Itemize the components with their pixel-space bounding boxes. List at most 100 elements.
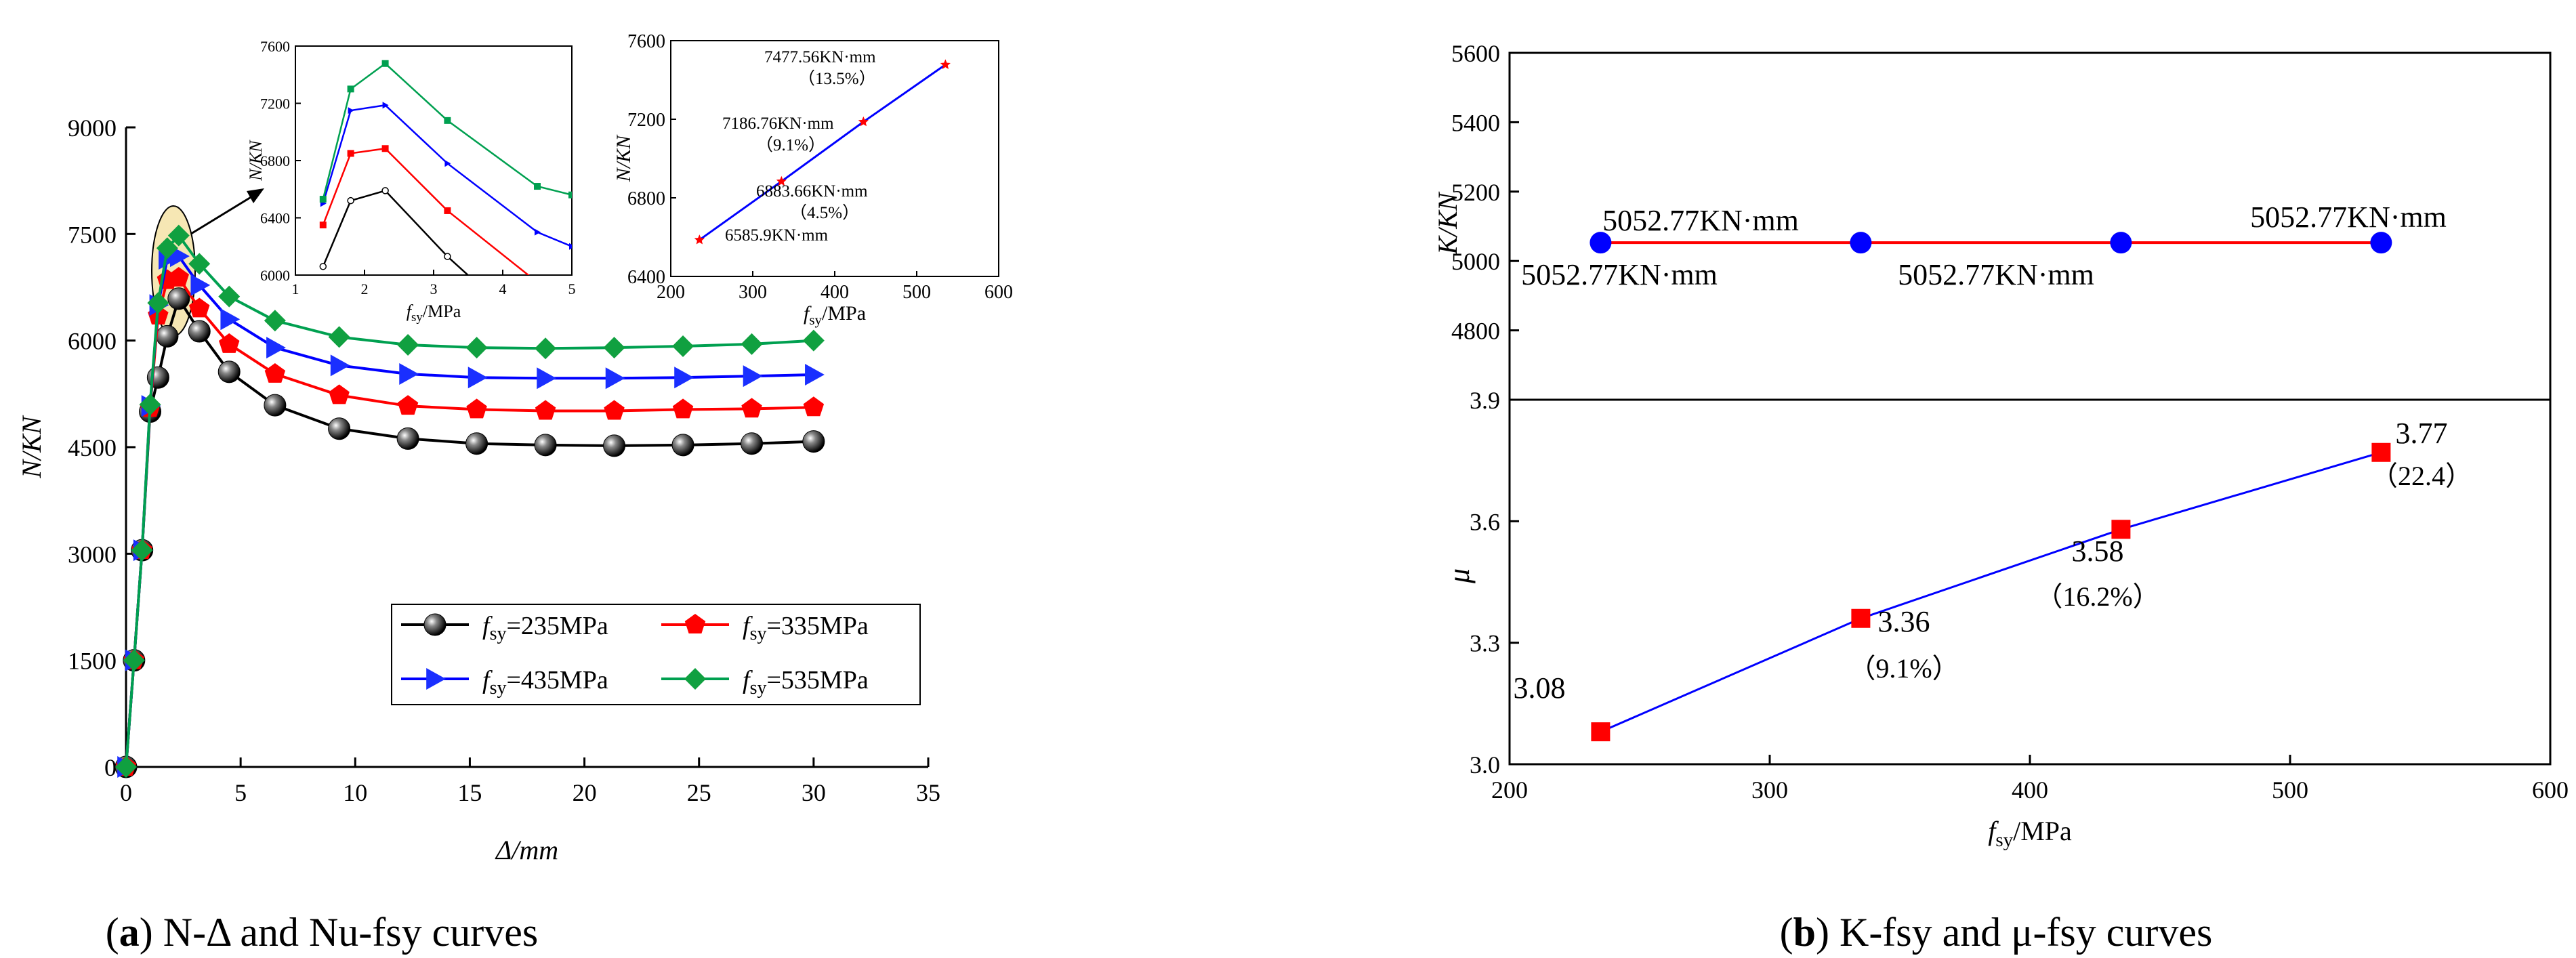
- mu-value-label: 3.58: [2072, 535, 2124, 568]
- marker-s235: [217, 360, 241, 383]
- inset2-frame: [670, 40, 999, 277]
- mu-value-label: 3.77: [2396, 417, 2448, 450]
- inset1-line-s435: [322, 104, 572, 247]
- k-marker: [1590, 232, 1612, 254]
- inset1-marker-s235: [444, 253, 451, 260]
- b-x-tick-label: 600: [2532, 776, 2569, 804]
- mu-y-axis-label: μ: [1442, 568, 1476, 584]
- marker-s435: [220, 308, 241, 331]
- marker-s435: [190, 274, 211, 296]
- k-value-label: 5052.77KN·mm: [1602, 204, 1799, 237]
- marker-s235: [264, 394, 287, 417]
- marker-s535: [535, 337, 557, 360]
- y-tick-label: 7500: [68, 221, 117, 248]
- inset1-x-tick-label: 1: [292, 280, 299, 297]
- inset1-x-axis-label: fsy/MPa: [407, 301, 461, 325]
- zoom-arrow-line: [190, 195, 253, 235]
- marker-s435: [537, 367, 557, 390]
- inset-chart-nu-fsy: 200 300 400 500 600 6400 6800 7200 7600 fsy/MPa N/…: [612, 31, 1013, 328]
- legend-label-s535: fsy=535MPa: [743, 666, 869, 699]
- marker-s235: [156, 325, 179, 348]
- marker-s335: [535, 400, 556, 420]
- inset1-marker-s335: [534, 279, 541, 286]
- inset2-y-tick-label: 6800: [627, 188, 665, 209]
- marker-s335: [741, 398, 762, 418]
- legend-label-s335: fsy=335MPa: [743, 612, 869, 644]
- mu-value-label: 3.36: [1878, 605, 1930, 638]
- x-tick-label: 15: [457, 779, 482, 806]
- marker-s535: [167, 224, 190, 247]
- k-marker: [1850, 232, 1872, 254]
- marker-s535: [802, 329, 825, 352]
- mu-marker: [2371, 442, 2391, 462]
- marker-s335: [672, 398, 694, 419]
- marker-s335: [397, 395, 419, 415]
- inset2-annotation-value: 7477.56KN·mm: [764, 48, 876, 66]
- inset1-y-tick-label: 6800: [260, 152, 290, 169]
- x-tick-label: 35: [916, 779, 940, 806]
- marker-s535: [147, 292, 169, 314]
- b-frame: [1508, 51, 2552, 766]
- caption-a: (a) N-Δ and Nu-fsy curves: [106, 910, 538, 955]
- k-y-tick-label: 5000: [1451, 248, 1500, 275]
- inset2-x-axis-label: fsy/MPa: [804, 302, 866, 328]
- mu-line: [1600, 451, 2382, 733]
- legend-marker-s335: [684, 614, 706, 633]
- marker-s535: [131, 539, 153, 562]
- marker-s235: [167, 287, 190, 310]
- marker-s335: [264, 362, 286, 383]
- y-tick-label: 9000: [68, 114, 117, 142]
- marker-s235: [188, 320, 211, 343]
- marker-s535: [188, 253, 211, 275]
- marker-s435: [674, 367, 694, 389]
- mu-y-tick-label: 3.9: [1470, 387, 1500, 414]
- k-value-label: 5052.77KN·mm: [1521, 258, 1718, 291]
- inset2-annotation-value: 6585.9KN·mm: [725, 226, 829, 245]
- inset2-annotation-pct: （4.5%）: [790, 203, 859, 222]
- inset1-marker-s435: [382, 102, 389, 109]
- mu-pct-label: （16.2%）: [2035, 581, 2159, 612]
- inset1-marker-s435: [569, 243, 572, 250]
- marker-s335: [466, 398, 487, 419]
- x-tick-label: 0: [120, 779, 132, 806]
- marker-s235: [741, 432, 764, 455]
- inset1-x-tick-label: 2: [361, 280, 369, 297]
- mu-pct-label: （22.4）: [2371, 461, 2472, 491]
- k-mu-chart: 4800 5000 5200 5400 5600 3.0 3.3 3.6 3.9 200 300 40…: [1432, 40, 2569, 851]
- marker-s335: [189, 297, 210, 318]
- inset1-y-tick-label: 6400: [260, 210, 290, 227]
- y-axis-label: N/KN: [16, 415, 47, 478]
- inset1-marker-s435: [444, 160, 451, 167]
- marker-s435: [805, 364, 825, 386]
- inset2-x-tick-label: 500: [902, 282, 931, 303]
- k-value-label: 5052.77KN·mm: [2250, 201, 2447, 234]
- y-tick-label: 0: [104, 754, 117, 781]
- marker-s335: [329, 384, 350, 404]
- inset2-x-tick-label: 400: [820, 282, 849, 303]
- mu-y-tick-label: 3.3: [1470, 630, 1500, 657]
- marker-s435: [399, 362, 419, 385]
- inset2-annotation-value: 7186.76KN·mm: [722, 114, 834, 133]
- caption-b-text: K-fsy and μ-fsy curves: [1840, 910, 2212, 955]
- mu-marker: [1851, 608, 1871, 628]
- legend-box: [391, 604, 921, 705]
- marker-s335: [803, 396, 825, 417]
- x-tick-label: 25: [687, 779, 711, 806]
- b-x-tick-label: 500: [2272, 776, 2308, 804]
- marker-s335: [168, 266, 190, 287]
- inset2-line: [699, 64, 947, 241]
- inset1-marker-s235: [381, 187, 389, 194]
- caption-a-text: N-Δ and Nu-fsy curves: [163, 910, 538, 955]
- inset1-y-tick-label: 7600: [260, 38, 290, 55]
- inset2-x-tick-label: 300: [739, 282, 767, 303]
- legend-label-s235: fsy=235MPa: [482, 612, 608, 644]
- k-marker: [2110, 232, 2132, 254]
- inset1-marker-s235: [347, 196, 354, 205]
- inset2-x-tick-label: 200: [657, 282, 685, 303]
- inset1-marker-s435: [535, 228, 541, 236]
- zoom-arrow-head: [247, 188, 264, 203]
- inset1-marker-s535: [534, 183, 541, 190]
- b-x-tick-label: 400: [2012, 776, 2048, 804]
- mu-y-tick-label: 3.0: [1470, 751, 1500, 778]
- inset1-marker-s535: [444, 117, 451, 124]
